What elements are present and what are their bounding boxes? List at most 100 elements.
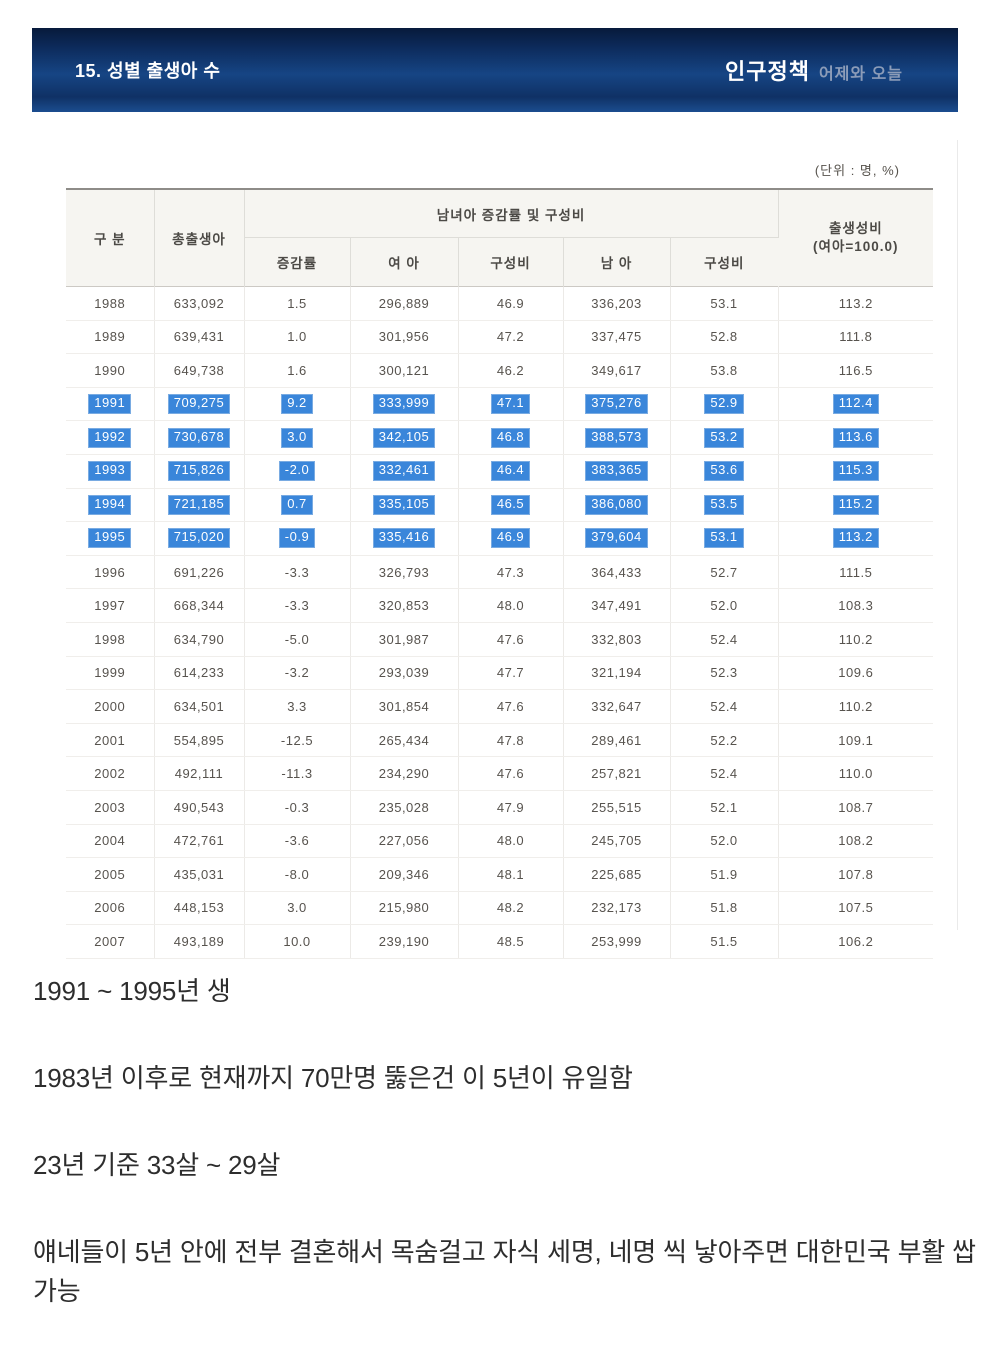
- value-text: 47.8: [496, 732, 525, 748]
- value-cell: 337,475: [563, 320, 671, 355]
- table-row: 1994 721,185 0.7 335,105 46.5 386,080 53.5 115.…: [66, 488, 934, 523]
- value-text: 364,433: [591, 564, 642, 580]
- value-cell: 301,956: [350, 320, 459, 355]
- value-cell: 301,854: [350, 689, 459, 724]
- year-cell: 1996: [66, 555, 155, 590]
- value-text: 52.3: [710, 665, 738, 681]
- value-cell: 232,173: [563, 891, 671, 926]
- value-cell: 300,121: [350, 353, 459, 388]
- highlighted-value: 113.6: [832, 427, 879, 448]
- value-cell: 115.2: [778, 488, 934, 523]
- value-cell: -3.6: [244, 824, 351, 859]
- year-cell: 1991: [66, 387, 155, 422]
- value-text: 1.0: [287, 329, 307, 345]
- value-text: -11.3: [281, 766, 313, 782]
- value-cell: 48.1: [458, 857, 564, 892]
- value-cell: 52.4: [670, 756, 779, 791]
- highlighted-value: 53.5: [704, 494, 744, 515]
- value-cell: 3.0: [244, 891, 351, 926]
- value-cell: 1.6: [244, 353, 351, 388]
- value-cell: 301,987: [350, 622, 459, 657]
- value-cell: 111.8: [778, 320, 934, 355]
- value-text: 47.3: [496, 564, 525, 580]
- value-cell: 47.9: [458, 790, 564, 825]
- value-text: 108.3: [838, 598, 874, 614]
- value-text: 48.5: [496, 934, 525, 950]
- highlighted-value: 342,105: [372, 427, 436, 448]
- value-cell: 47.6: [458, 689, 564, 724]
- value-text: 2001: [94, 732, 126, 748]
- value-cell: 109.6: [778, 656, 934, 691]
- value-text: 53.1: [710, 295, 738, 311]
- value-text: 215,980: [378, 900, 430, 916]
- value-cell: 52.0: [670, 824, 779, 859]
- value-text: 257,821: [591, 766, 642, 782]
- highlighted-value: 9.2: [281, 394, 313, 415]
- value-text: 2007: [94, 934, 126, 950]
- value-text: 289,461: [591, 732, 642, 748]
- year-cell: 2004: [66, 824, 155, 859]
- value-text: -12.5: [280, 732, 314, 748]
- value-text: 336,203: [591, 295, 642, 311]
- value-cell: 386,080: [563, 488, 671, 523]
- highlighted-value: 46.9: [490, 528, 531, 549]
- table-row: 1993 715,826 -2.0 332,461 46.4 383,365 53.6 115…: [66, 454, 934, 489]
- year-cell: 2007: [66, 924, 155, 959]
- comment-line: 1991 ~ 1995년 생: [33, 976, 231, 1006]
- value-cell: 47.6: [458, 756, 564, 791]
- value-cell: 235,028: [350, 790, 459, 825]
- page-edge-line: [957, 140, 958, 930]
- highlighted-value: 3.0: [281, 427, 313, 448]
- value-text: 493,189: [173, 934, 225, 950]
- value-cell: 333,999: [350, 387, 459, 422]
- table-row: 2007 493,189 10.0 239,190 48.5 253,999 51.5 106…: [66, 924, 934, 959]
- value-cell: 116.5: [778, 353, 934, 388]
- brand-subtitle: 어제와 오늘: [818, 66, 903, 83]
- value-text: 3.3: [287, 698, 307, 714]
- value-cell: 110.0: [778, 756, 934, 791]
- value-cell: 296,889: [350, 286, 459, 321]
- value-cell: 435,031: [154, 857, 245, 892]
- value-text: 108.2: [838, 833, 874, 849]
- value-cell: 225,685: [563, 857, 671, 892]
- sex-ratio-line1: 출생성비: [828, 220, 883, 236]
- highlighted-value: 46.8: [490, 427, 531, 448]
- commentary: 1991 ~ 1995년 생 1983년 이후로 현재까지 70만명 뚫은건 이 …: [33, 972, 981, 1359]
- value-text: 2003: [94, 799, 126, 815]
- highlighted-value: -2.0: [278, 461, 316, 482]
- value-cell: 48.0: [458, 588, 564, 623]
- value-cell: 108.2: [778, 824, 934, 859]
- value-cell: 0.7: [244, 488, 351, 523]
- value-text: 110.0: [838, 766, 873, 782]
- value-text: 1996: [94, 564, 126, 580]
- highlighted-value: 335,105: [372, 494, 436, 515]
- value-cell: 490,543: [154, 790, 245, 825]
- value-text: 265,434: [378, 732, 430, 748]
- value-text: 47.6: [496, 698, 525, 714]
- value-text: -5.0: [284, 631, 310, 647]
- value-cell: 53.6: [670, 454, 779, 489]
- value-cell: 332,803: [563, 622, 671, 657]
- value-text: 225,685: [591, 866, 642, 882]
- value-text: 1998: [94, 631, 126, 647]
- year-cell: 1999: [66, 656, 155, 691]
- value-text: 1.6: [287, 362, 307, 378]
- year-cell: 2006: [66, 891, 155, 926]
- value-cell: 107.8: [778, 857, 934, 892]
- highlighted-value: 730,678: [167, 427, 231, 448]
- highlighted-value: 53.2: [704, 427, 744, 448]
- year-cell: 2001: [66, 723, 155, 758]
- value-text: 52.4: [710, 766, 738, 782]
- value-cell: 691,226: [154, 555, 245, 590]
- value-text: 110.2: [838, 631, 873, 647]
- value-cell: 53.1: [670, 286, 779, 321]
- value-cell: -11.3: [244, 756, 351, 791]
- value-cell: 634,790: [154, 622, 245, 657]
- value-text: 2005: [94, 866, 126, 882]
- value-cell: 448,153: [154, 891, 245, 926]
- col-header-female: 여 아: [350, 237, 459, 287]
- highlighted-value: 332,461: [372, 461, 436, 482]
- year-cell: 1990: [66, 353, 155, 388]
- value-text: 46.9: [496, 295, 525, 311]
- births-table: 구 분 총출생아 남녀아 증감률 및 구성비 출생성비 (여아=100.0) 증…: [66, 188, 934, 959]
